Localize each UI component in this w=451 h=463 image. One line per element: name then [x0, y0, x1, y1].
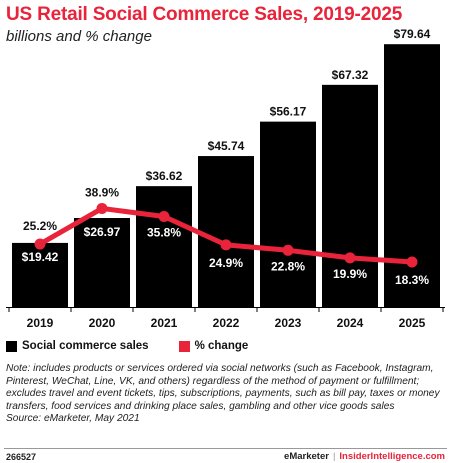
- x-tick-label-2024: 2024: [337, 316, 364, 330]
- pct-label-2019: 25.2%: [23, 219, 57, 233]
- pct-point-2019: [34, 238, 46, 250]
- bar-2020: [74, 217, 130, 307]
- bar-label-2025: $79.64: [394, 27, 431, 41]
- note-text: Note: includes products or services orde…: [6, 363, 440, 412]
- bar-2021: [136, 186, 192, 307]
- chart-id: 266527: [6, 452, 37, 462]
- bar-2025: [384, 44, 440, 308]
- x-tick-label-2020: 2020: [89, 316, 116, 330]
- legend-label-sales: Social commerce sales: [22, 340, 149, 352]
- bar-2024: [322, 84, 378, 308]
- x-tick-label-2021: 2021: [151, 316, 178, 330]
- bar-2022: [198, 156, 254, 307]
- x-tick-label-2019: 2019: [27, 316, 54, 330]
- pct-point-2021: [158, 211, 170, 222]
- pct-label-2022: 24.9%: [209, 256, 243, 270]
- bar-label-2021: $36.62: [146, 169, 183, 183]
- x-tick-label-2025: 2025: [399, 316, 426, 330]
- footnote: Note: includes products or services orde…: [6, 363, 446, 426]
- footer-divider: [4, 448, 447, 449]
- chart-title: US Retail Social Commerce Sales, 2019-20…: [6, 4, 403, 25]
- bar-label-2020: $26.97: [84, 225, 121, 239]
- bar-2019: [12, 242, 68, 307]
- legend-swatch-sales: [6, 340, 17, 352]
- bar-label-2024: $67.32: [332, 68, 369, 82]
- pct-point-2025: [406, 256, 418, 268]
- bar-label-2019: $19.42: [22, 250, 59, 264]
- brand-separator: |: [332, 451, 336, 462]
- pct-label-2025: 18.3%: [395, 273, 429, 287]
- brand-site: InsiderIntelligence.com: [339, 451, 445, 462]
- chart-subtitle: billions and % change: [6, 28, 152, 45]
- legend: Social commerce sales % change: [6, 340, 278, 352]
- pct-label-2020: 38.9%: [85, 185, 119, 199]
- legend-swatch-change: [178, 340, 190, 352]
- legend-item-sales: Social commerce sales: [6, 340, 149, 352]
- legend-item-change: % change: [178, 340, 249, 352]
- chart: 2019 2020 2021 2022 2023 2024 2025 $19.42 $26.97…: [6, 27, 445, 330]
- source-text: Source: eMarketer, May 2021: [6, 413, 140, 425]
- footer-brand: eMarketer | InsiderIntelligence.com: [284, 451, 445, 462]
- pct-point-2023: [282, 244, 294, 256]
- pct-label-2023: 22.8%: [271, 259, 305, 273]
- x-tick-label-2022: 2022: [213, 316, 240, 330]
- pct-label-2024: 19.9%: [333, 267, 367, 281]
- pct-point-2020: [96, 202, 108, 214]
- bar-label-2023: $56.17: [270, 105, 307, 119]
- bar-label-2022: $45.74: [208, 139, 245, 153]
- pct-point-2024: [344, 252, 356, 264]
- brand-name: eMarketer: [284, 451, 329, 462]
- x-tick-label-2023: 2023: [275, 316, 302, 330]
- pct-label-2021: 35.8%: [147, 226, 181, 240]
- legend-label-change: % change: [194, 340, 249, 352]
- pct-point-2022: [220, 239, 232, 251]
- bar-2023: [260, 121, 316, 307]
